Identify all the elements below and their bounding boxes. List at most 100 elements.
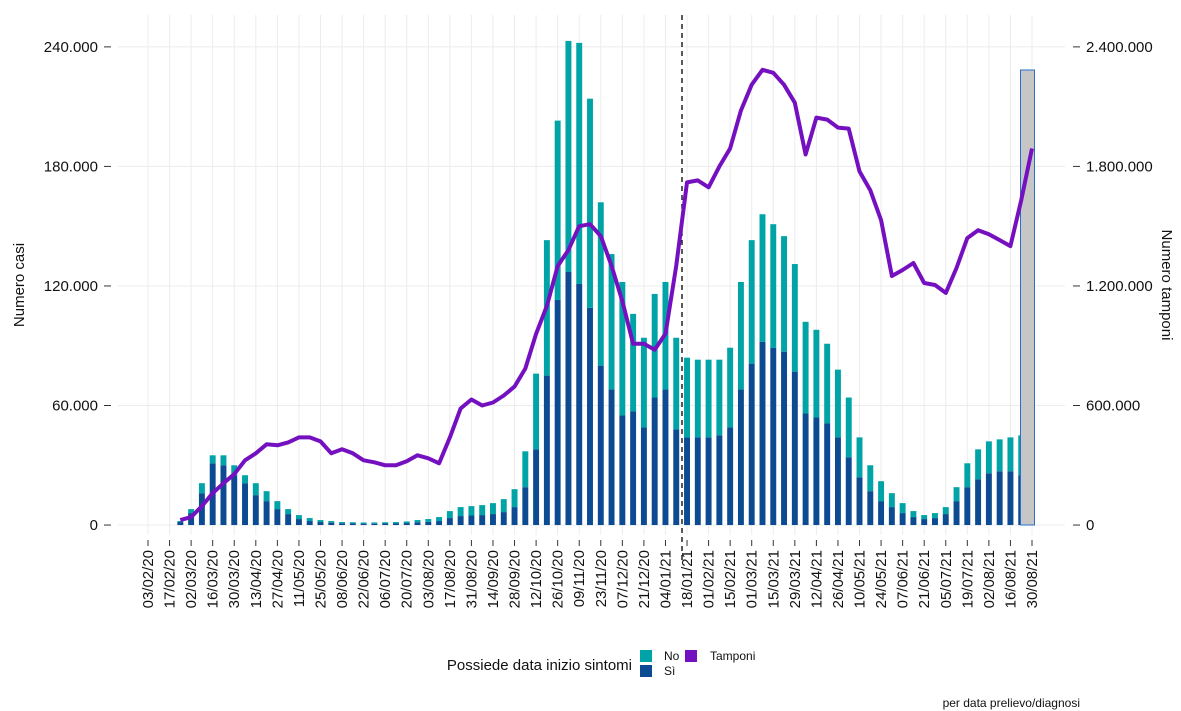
bar-segment [425, 519, 432, 522]
bar-segment [748, 363, 755, 526]
bar-segment [781, 236, 788, 352]
bar-segment [403, 521, 410, 524]
bar-segment [490, 514, 496, 526]
bar-segment [274, 501, 281, 510]
bar-segment [231, 465, 238, 476]
x-tick-label: 07/06/21 [895, 550, 912, 608]
bar-segment [242, 483, 248, 526]
bar-segment [252, 483, 259, 496]
bar-segment [759, 214, 766, 342]
bar-segment [490, 503, 496, 515]
bar-segment [791, 264, 798, 372]
bar-segment [177, 521, 184, 523]
x-tick-label: 28/09/20 [507, 550, 524, 608]
bar-segment [425, 521, 432, 526]
bar-segment [371, 523, 378, 526]
bar-segment [716, 359, 723, 436]
bar-segment [479, 505, 486, 516]
bar-segment [975, 479, 982, 526]
y2-axis-title: Numero tamponi [1158, 230, 1175, 341]
bar-segment [985, 473, 992, 526]
y-tick-label: 180.000 [44, 158, 98, 175]
bar-segment [565, 272, 572, 526]
bar-segment [899, 503, 906, 514]
bar-segment [662, 389, 669, 526]
x-tick-label: 21/12/20 [636, 550, 653, 608]
bar-segment [360, 523, 367, 526]
bar-segment [759, 341, 766, 526]
bar-segment [694, 437, 701, 526]
y2-tick-label: 2.400.000 [1086, 39, 1153, 56]
bar-segment [328, 522, 335, 526]
bar-segment [511, 507, 518, 526]
bar-segment [177, 522, 184, 526]
legend-swatch [640, 665, 652, 677]
bar-segment [705, 359, 712, 438]
bar-segment [500, 499, 507, 513]
bar-segment [1007, 471, 1014, 526]
bar-segment [910, 511, 917, 518]
bar-segment [295, 515, 302, 520]
bar-segment [651, 397, 658, 526]
bar-segment [554, 120, 561, 300]
x-tick-label: 24/05/21 [873, 550, 890, 608]
bar-segment [468, 515, 475, 526]
bar-segment [867, 465, 874, 492]
x-tick-label: 06/07/20 [377, 550, 394, 608]
bar-segment [328, 521, 335, 523]
bar-segment [737, 281, 744, 390]
x-tick-label: 21/06/21 [916, 550, 933, 608]
bar-segment [705, 437, 712, 526]
bar-segment [910, 517, 917, 526]
x-tick-label: 13/04/20 [248, 550, 265, 608]
bar-segment [727, 427, 734, 526]
x-tick-label: 22/06/20 [356, 550, 373, 608]
bar-segment [220, 455, 227, 466]
bar-segment [349, 523, 356, 526]
x-tick-label: 02/03/20 [183, 550, 200, 608]
bar-segment [932, 518, 938, 526]
bar-segment [684, 437, 690, 526]
y-axis-title: Numero casi [11, 243, 28, 327]
bar-segment [285, 514, 292, 526]
bar-segment [856, 477, 863, 526]
bar-segment [317, 522, 324, 526]
bar-segment [802, 321, 809, 414]
bar-segment [231, 475, 238, 526]
bar-segment [382, 523, 389, 526]
bar-segment [1007, 437, 1014, 472]
bar-segment [414, 520, 421, 523]
bar-segment [209, 455, 216, 464]
bar-segment [446, 511, 453, 519]
bar-segment [770, 224, 777, 348]
x-tick-label: 14/09/20 [485, 550, 502, 608]
bar-segment [436, 521, 443, 526]
x-tick-label: 17/02/20 [162, 550, 179, 608]
x-tick-label: 05/07/21 [938, 550, 955, 608]
bar-segment [921, 519, 928, 526]
bar-segment [845, 457, 852, 526]
bar-segment [834, 437, 841, 526]
bar-segment [964, 463, 971, 488]
bar-segment [845, 397, 852, 458]
x-tick-label: 16/08/21 [1002, 550, 1019, 608]
bar-segment [932, 513, 938, 519]
bar-segment [295, 519, 302, 526]
bar-segment [382, 522, 389, 524]
bar-segment [878, 481, 885, 502]
bar-segment [867, 491, 874, 526]
bar-segment [673, 337, 680, 430]
bar-segment [242, 475, 248, 484]
bar-segment [824, 423, 831, 526]
bar-segment [457, 516, 464, 526]
bar-segment [317, 520, 324, 523]
legend-label: Tamponi [710, 649, 755, 663]
y-tick-label: 0 [90, 517, 98, 534]
bar-segment [597, 365, 604, 526]
bar-segment [274, 509, 281, 526]
bar-segment [198, 483, 205, 494]
bar-segment [533, 449, 540, 526]
bar-segment [975, 449, 982, 480]
line-series [179, 67, 1034, 523]
